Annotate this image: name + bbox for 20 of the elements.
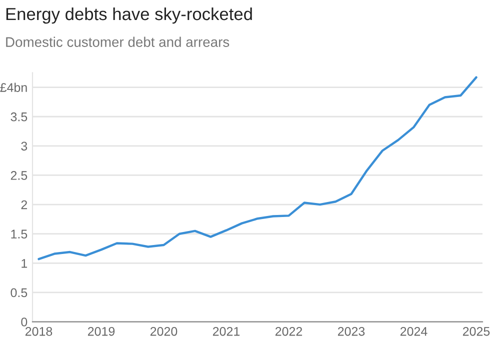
y-tick-label: 2.5	[10, 171, 28, 180]
y-tick-label: £4bn	[0, 82, 27, 92]
y-tick-label: 1.5	[11, 230, 28, 239]
x-tick-label: 2020	[150, 326, 178, 336]
x-tick-label: 2018	[25, 326, 52, 336]
x-tick-label: 2019	[88, 326, 115, 336]
y-tick-label: 3	[21, 142, 28, 151]
chart-title: Energy debts have sky-rocketed	[6, 7, 252, 24]
y-tick-label: 0.5	[10, 288, 28, 298]
x-tick-label: 2021	[212, 326, 240, 336]
y-tick-label: 3.5	[10, 112, 28, 122]
x-tick-label: 2022	[275, 326, 302, 336]
line-series	[38, 76, 478, 260]
y-tick-label: 2	[21, 200, 28, 210]
x-tick-label: 2024	[400, 326, 428, 336]
y-tick-label: 1	[22, 259, 28, 268]
y-tick-label: 0	[21, 318, 28, 326]
x-tick-label: 2023	[338, 326, 365, 336]
x-tick-label: 2025	[462, 326, 490, 336]
chart-subtitle: Domestic customer debt and arrears	[6, 36, 230, 47]
